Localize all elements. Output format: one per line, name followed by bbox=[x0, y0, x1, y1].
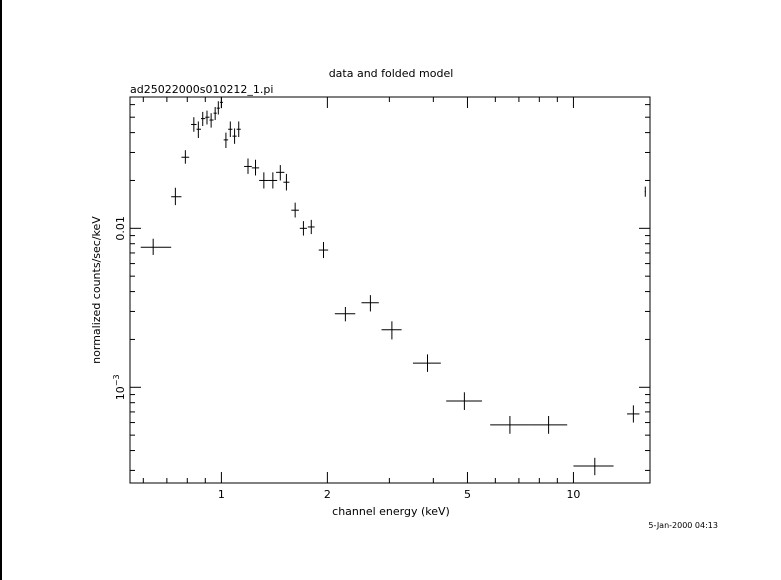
data-point bbox=[205, 110, 210, 125]
data-point bbox=[171, 187, 182, 206]
y-axis-label: normalized counts/sec/keV bbox=[90, 216, 103, 364]
axis-tick-labels: 1 2 5 10 0.01 10−3 bbox=[112, 216, 580, 501]
data-point bbox=[318, 242, 329, 259]
data-point bbox=[361, 295, 379, 312]
data-points bbox=[140, 97, 646, 476]
data-point bbox=[219, 97, 223, 109]
axis-ticks bbox=[130, 97, 650, 483]
data-point bbox=[381, 321, 402, 340]
data-point bbox=[490, 415, 530, 434]
data-point bbox=[283, 173, 290, 191]
y-tick-label: 10−3 bbox=[112, 374, 127, 400]
data-point bbox=[573, 457, 614, 476]
y-tick-label-exponent: −3 bbox=[112, 374, 121, 386]
data-point bbox=[223, 132, 229, 149]
data-point bbox=[529, 415, 568, 434]
data-point bbox=[200, 111, 206, 127]
data-point bbox=[334, 306, 356, 322]
x-tick-label: 2 bbox=[324, 488, 331, 501]
data-point bbox=[644, 186, 646, 197]
timestamp: 5-Jan-2000 04:13 bbox=[648, 521, 718, 530]
data-point bbox=[259, 172, 269, 189]
data-point bbox=[307, 219, 315, 235]
data-point bbox=[299, 221, 307, 236]
data-point bbox=[446, 392, 483, 410]
data-point bbox=[209, 113, 214, 128]
data-point bbox=[268, 172, 278, 189]
data-point bbox=[244, 158, 252, 174]
window-left-border bbox=[0, 0, 2, 580]
data-point bbox=[191, 117, 197, 132]
data-point bbox=[412, 354, 441, 372]
data-point bbox=[228, 121, 233, 138]
plot-frame bbox=[129, 96, 651, 484]
data-point bbox=[196, 121, 201, 138]
x-tick-label: 1 bbox=[218, 488, 225, 501]
data-point bbox=[232, 128, 237, 144]
x-tick-label: 10 bbox=[566, 488, 580, 501]
chart-title: data and folded model bbox=[329, 67, 454, 80]
chart-subtitle: ad25022000s010212_1.pi bbox=[130, 83, 273, 96]
data-point bbox=[216, 101, 220, 115]
data-point bbox=[251, 159, 260, 176]
data-point bbox=[181, 150, 190, 164]
y-tick-label: 0.01 bbox=[114, 216, 127, 241]
data-point bbox=[291, 202, 299, 218]
data-point bbox=[236, 121, 241, 138]
data-point bbox=[213, 106, 217, 121]
data-point bbox=[276, 165, 285, 181]
x-tick-label: 5 bbox=[464, 488, 471, 501]
data-point bbox=[140, 238, 172, 255]
x-axis-label: channel energy (keV) bbox=[332, 505, 450, 518]
data-point bbox=[627, 405, 640, 423]
